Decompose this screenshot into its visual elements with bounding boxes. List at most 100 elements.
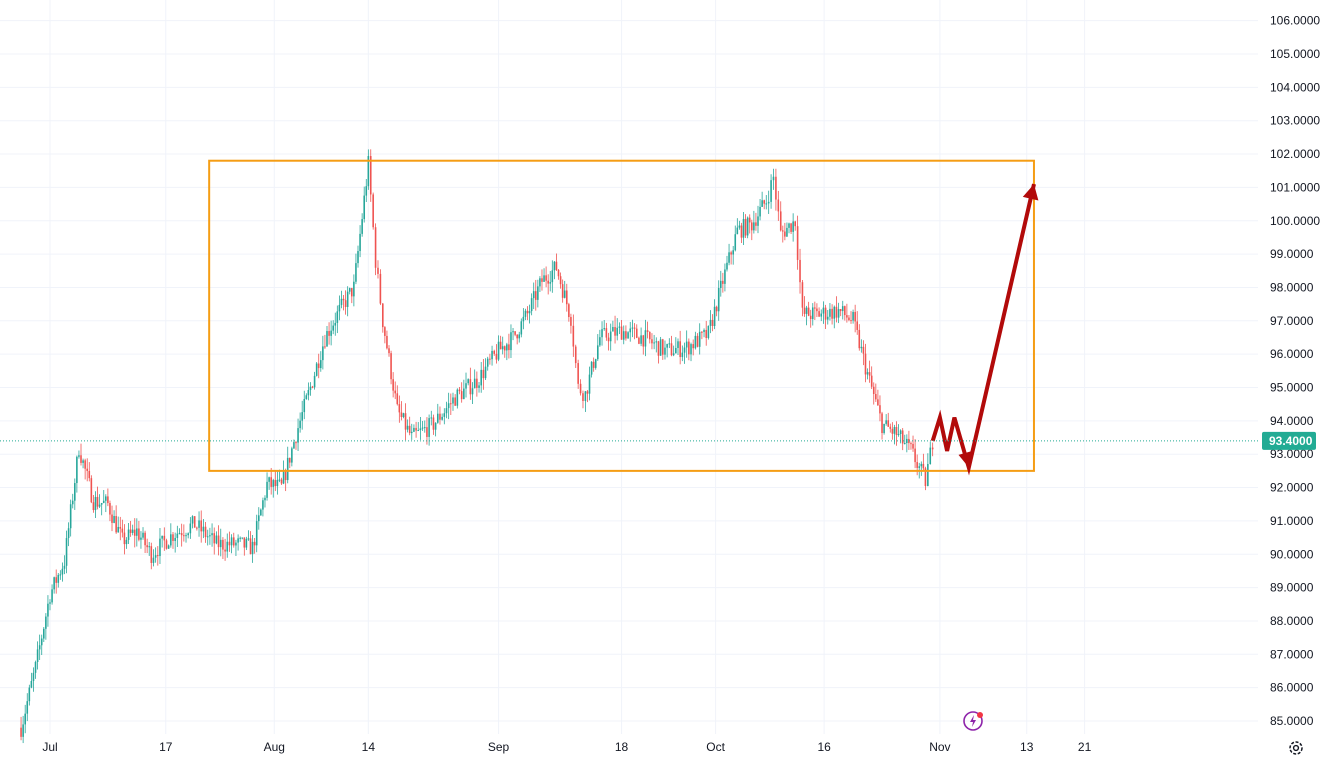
candle-body (653, 342, 655, 344)
candle-body (196, 527, 198, 529)
y-tick-label: 92.0000 (1270, 481, 1314, 495)
candle-body (185, 535, 187, 537)
gear-icon[interactable] (1286, 738, 1306, 758)
candle-body (161, 535, 163, 539)
candle-body (646, 330, 649, 332)
candle-body (288, 457, 291, 463)
candle-body (295, 442, 297, 444)
candle-body (270, 477, 272, 487)
candle-body (670, 343, 673, 356)
candle-body (590, 361, 593, 375)
candle-body (786, 227, 788, 237)
candle-body (801, 282, 804, 308)
candle-body (315, 363, 318, 376)
candle-body (514, 331, 516, 335)
candle-body (642, 335, 645, 347)
candle-body (282, 471, 285, 484)
candle-body (788, 223, 790, 228)
candle-body (508, 344, 510, 351)
candle-body (436, 413, 439, 423)
candle-body (486, 358, 489, 367)
projection-path[interactable] (930, 183, 1036, 476)
candle-body (889, 426, 892, 429)
candle-body (369, 156, 372, 195)
candle-body (761, 200, 763, 207)
candle-body (924, 468, 927, 487)
candle-body (582, 393, 584, 401)
candle-body (460, 391, 463, 400)
candle-body (241, 537, 244, 539)
candle-body (117, 526, 120, 533)
candle-body (690, 344, 692, 355)
candle-body (363, 195, 366, 220)
candles (20, 149, 934, 744)
candle-body (775, 176, 777, 200)
candle-body (51, 589, 53, 603)
y-tick-label: 103.0000 (1270, 114, 1320, 128)
candle-body (543, 275, 545, 282)
candle-body (226, 541, 229, 552)
candle-body (413, 427, 415, 432)
y-tick-label: 87.0000 (1270, 647, 1314, 661)
candle-body (471, 388, 474, 395)
candle-body (183, 535, 185, 537)
candle-body (136, 528, 138, 536)
candle-body (384, 327, 386, 336)
candle-body (109, 503, 111, 515)
projection-arrow[interactable] (930, 183, 1039, 476)
candle-body (914, 448, 916, 463)
candle-body (92, 502, 95, 511)
candle-body (307, 390, 310, 396)
range-box[interactable] (208, 159, 1035, 472)
candle-body (526, 310, 529, 314)
lightning-icon[interactable] (961, 708, 987, 734)
candle-body (910, 443, 912, 445)
candle-body (172, 534, 174, 541)
candle-body (78, 455, 80, 457)
y-tick-label: 102.0000 (1270, 147, 1320, 161)
candle-body (705, 329, 708, 338)
candle-body (96, 496, 99, 507)
candle-body (679, 341, 681, 358)
candle-body (191, 516, 194, 524)
candle-body (607, 337, 610, 342)
x-tick-label: Sep (488, 740, 510, 754)
candle-body (846, 315, 848, 318)
price-axis[interactable]: 106.0000 105.0000 104.0000 103.0000 102.0000… (1270, 14, 1320, 728)
candle-body (920, 463, 923, 467)
candle-body (484, 366, 487, 379)
candle-body (115, 516, 117, 533)
candle-body (111, 514, 113, 523)
candle-body (493, 350, 496, 354)
time-axis[interactable]: Jul 17 Aug 14 Sep 18 Oct 16 Nov 13 21 (42, 740, 1091, 754)
range-rectangle[interactable] (208, 159, 1035, 472)
candle-body (328, 331, 330, 336)
candle-body (454, 397, 456, 406)
candle-body (439, 413, 441, 420)
candle-body (20, 727, 22, 737)
candle-body (790, 223, 792, 232)
candle-body (738, 225, 741, 228)
candle-body (883, 423, 885, 434)
candle-body (357, 251, 359, 264)
y-tick-label: 86.0000 (1270, 681, 1314, 695)
candle-body (131, 529, 134, 533)
candle-body (251, 541, 254, 555)
candle-body (421, 427, 424, 429)
candle-body (848, 317, 850, 321)
candle-body (154, 555, 157, 558)
candle-body (322, 346, 324, 361)
candle-body (98, 504, 101, 507)
candle-body (57, 574, 60, 583)
candle-body (927, 464, 929, 487)
candle-body (605, 328, 608, 338)
candle-body (664, 347, 666, 355)
candle-body (144, 532, 146, 546)
candle-body (398, 404, 401, 413)
candle-body (618, 326, 621, 328)
candle-body (157, 555, 159, 557)
candle-body (657, 341, 660, 356)
candle-body (755, 222, 757, 226)
y-tick-label: 93.0000 (1270, 447, 1314, 461)
